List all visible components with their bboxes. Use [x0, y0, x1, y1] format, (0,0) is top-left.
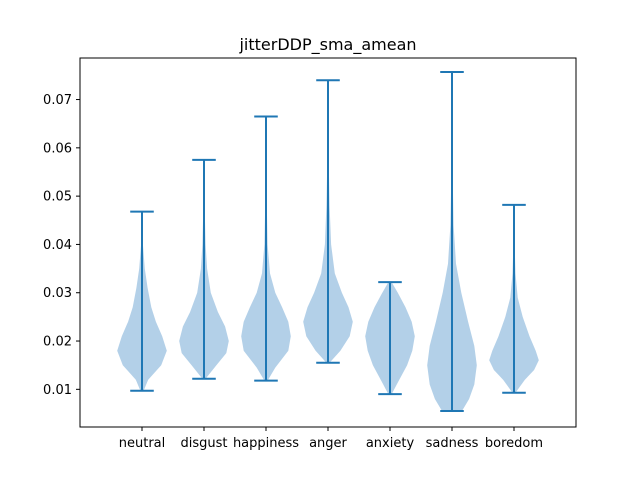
- violin-anxiety: [365, 281, 415, 396]
- violin-disgust: [179, 158, 229, 380]
- x-tick-label-sadness: sadness: [426, 436, 479, 451]
- violin-happiness: [241, 115, 291, 382]
- violin-anger: [303, 79, 353, 364]
- y-tick-label: 0.03: [43, 286, 72, 301]
- y-tick-label: 0.02: [43, 335, 72, 350]
- x-tick-label-boredom: boredom: [485, 436, 543, 451]
- y-tick-label: 0.04: [43, 238, 72, 253]
- x-axis-ticks: neutral disgust happiness anger anxiety sadne…: [119, 427, 543, 451]
- plot-area-frame: [79, 57, 577, 428]
- y-axis-ticks: 0.01 0.02 0.03 0.04 0.05 0.06 0.07: [43, 93, 80, 398]
- violin-group: [117, 71, 539, 413]
- x-tick-label-anger: anger: [309, 436, 347, 451]
- y-tick-label: 0.07: [43, 93, 72, 108]
- chart-title: jitterDDP_sma_amean: [238, 35, 416, 55]
- x-tick-label-disgust: disgust: [181, 436, 228, 451]
- y-tick-label: 0.05: [43, 190, 72, 205]
- violin-boredom: [489, 203, 539, 394]
- x-tick-label-happiness: happiness: [233, 436, 299, 451]
- x-tick-label-anxiety: anxiety: [366, 436, 415, 451]
- y-tick-label: 0.01: [43, 383, 72, 398]
- x-tick-label-neutral: neutral: [119, 436, 166, 451]
- y-tick-label: 0.06: [43, 141, 72, 156]
- violin-sadness: [427, 71, 477, 413]
- violin-neutral: [117, 210, 167, 392]
